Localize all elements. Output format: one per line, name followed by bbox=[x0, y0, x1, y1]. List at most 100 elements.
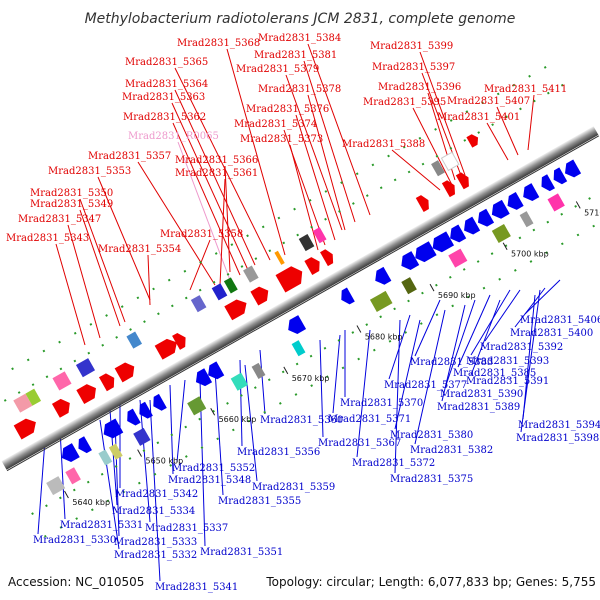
gene-label-reverse[interactable]: Mrad2831_5389 bbox=[437, 402, 520, 413]
gene-arrow bbox=[432, 231, 455, 253]
leader-line bbox=[332, 334, 341, 414]
accession-text: Accession: NC_010505 bbox=[8, 575, 144, 589]
gene-label-forward[interactable]: Mrad2831_5399 bbox=[370, 41, 453, 52]
gene-arrow bbox=[288, 315, 307, 334]
cog-block bbox=[187, 396, 207, 416]
gene-label-reverse[interactable]: Mrad2831_5355 bbox=[218, 496, 301, 507]
gene-label-reverse[interactable]: Mrad2831_5341 bbox=[155, 582, 238, 593]
leader-line bbox=[137, 161, 216, 286]
gene-label-reverse[interactable]: Mrad2831_5406 bbox=[520, 315, 600, 326]
gene-label-forward[interactable]: Mrad2831_5411 bbox=[484, 84, 567, 95]
reverse-dotted-guide bbox=[31, 178, 600, 516]
gene-label-forward[interactable]: Mrad2831_5362 bbox=[123, 112, 206, 123]
gene-label-forward[interactable]: Mrad2831_5407 bbox=[447, 96, 530, 107]
gene-label-forward[interactable]: Mrad2831_5350 bbox=[30, 188, 113, 199]
map-title: Methylobacterium radiotolerans JCM 2831,… bbox=[85, 11, 516, 27]
gene-label-reverse[interactable]: Mrad2831_5383 bbox=[410, 357, 493, 368]
kbp-tick bbox=[64, 490, 69, 499]
gene-label-reverse[interactable]: Mrad2831_5385 bbox=[453, 368, 536, 379]
gene-label-forward[interactable]: Mrad2831_5397 bbox=[372, 62, 455, 73]
gene-label-reverse[interactable]: Mrad2831_5367 bbox=[318, 438, 401, 449]
leader-line bbox=[149, 399, 161, 582]
gene-label-forward[interactable]: Mrad2831_5378 bbox=[258, 84, 341, 95]
cog-block bbox=[440, 151, 460, 172]
leader-line bbox=[214, 369, 224, 496]
gene-label-reverse[interactable]: Mrad2831_5337 bbox=[145, 523, 228, 534]
gene-label-reverse[interactable]: Mrad2831_5390 bbox=[440, 389, 523, 400]
gene-label-forward[interactable]: Mrad2831_5349 bbox=[30, 199, 113, 210]
gene-label-reverse[interactable]: Mrad2831_5331 bbox=[60, 520, 143, 531]
gene-label-reverse[interactable]: Mrad2831_5348 bbox=[168, 475, 251, 486]
gene-arrow bbox=[275, 266, 303, 293]
gene-label-reverse[interactable]: Mrad2831_5332 bbox=[114, 550, 197, 561]
gene-label-reverse[interactable]: Mrad2831_5352 bbox=[172, 463, 255, 474]
gene-label-forward[interactable]: Mrad2831_5388 bbox=[342, 139, 425, 150]
gene-label-forward[interactable]: Mrad2831_5363 bbox=[122, 92, 205, 103]
kbp-tick-label: 5670 kbp bbox=[292, 374, 330, 383]
gene-label-forward[interactable]: Mrad2831_5373 bbox=[240, 134, 323, 145]
gene-label-forward[interactable]: Mrad2831_5379 bbox=[236, 64, 319, 75]
leader-line bbox=[524, 279, 561, 315]
gene-label-reverse[interactable]: Mrad2831_5356 bbox=[237, 447, 320, 458]
cog-block bbox=[108, 443, 123, 460]
gene-label-reverse[interactable]: Mrad2831_5360 bbox=[260, 415, 343, 426]
gene-label-reverse[interactable]: Mrad2831_5398 bbox=[516, 433, 599, 444]
gene-label-forward[interactable]: Mrad2831_5361 bbox=[175, 168, 258, 179]
gene-label-reverse[interactable]: Mrad2831_5375 bbox=[390, 474, 473, 485]
gene-label-forward[interactable]: Mrad2831_5395 bbox=[363, 97, 446, 108]
cog-block bbox=[46, 476, 66, 496]
gene-label-forward[interactable]: Mrad2831_5401 bbox=[437, 112, 520, 123]
gene-label-forward[interactable]: Mrad2831_5384 bbox=[258, 33, 341, 44]
gene-arrow bbox=[304, 257, 320, 275]
gene-label-forward[interactable]: Mrad2831_5347 bbox=[18, 214, 101, 225]
gene-label-reverse[interactable]: Mrad2831_5400 bbox=[510, 328, 593, 339]
gene-label-forward[interactable]: Mrad2831_R0065 bbox=[128, 131, 219, 142]
reverse-strand-genes bbox=[61, 159, 582, 462]
gene-arrow bbox=[172, 332, 186, 350]
leader-lines bbox=[37, 43, 561, 582]
gene-label-reverse[interactable]: Mrad2831_5377 bbox=[384, 380, 467, 391]
gene-label-reverse[interactable]: Mrad2831_5391 bbox=[466, 376, 549, 387]
gene-label-reverse[interactable]: Mrad2831_5380 bbox=[390, 430, 473, 441]
gene-arrow bbox=[61, 443, 80, 462]
gene-label-reverse[interactable]: Mrad2831_5371 bbox=[328, 414, 411, 425]
gene-label-forward[interactable]: Mrad2831_5353 bbox=[48, 166, 131, 177]
gene-label-reverse[interactable]: Mrad2831_5382 bbox=[410, 445, 493, 456]
gene-label-forward[interactable]: Mrad2831_5343 bbox=[6, 233, 89, 244]
gene-label-forward[interactable]: Mrad2831_5376 bbox=[246, 104, 329, 115]
gene-arrow bbox=[415, 241, 437, 263]
cog-block bbox=[243, 265, 259, 283]
gene-label-reverse[interactable]: Mrad2831_5394 bbox=[518, 420, 600, 431]
gene-label-reverse[interactable]: Mrad2831_5372 bbox=[352, 458, 435, 469]
gene-label-forward[interactable]: Mrad2831_5368 bbox=[177, 38, 260, 49]
gene-arrow bbox=[464, 216, 481, 235]
cog-block bbox=[491, 223, 511, 244]
gene-label-reverse[interactable]: Mrad2831_5333 bbox=[114, 537, 197, 548]
gene-label-forward[interactable]: Mrad2831_5381 bbox=[254, 50, 337, 61]
gene-label-reverse[interactable]: Mrad2831_5342 bbox=[115, 489, 198, 500]
leader-line bbox=[174, 89, 256, 266]
gene-label-reverse[interactable]: Mrad2831_5334 bbox=[112, 506, 195, 517]
gene-label-reverse[interactable]: Mrad2831_5330 bbox=[33, 535, 116, 546]
gene-label-forward[interactable]: Mrad2831_5357 bbox=[88, 151, 171, 162]
cog-blocks-forward bbox=[13, 151, 460, 413]
gene-label-reverse[interactable]: Mrad2831_5359 bbox=[252, 482, 335, 493]
gene-label-reverse[interactable]: Mrad2831_5370 bbox=[340, 398, 423, 409]
gene-label-reverse[interactable]: Mrad2831_5393 bbox=[466, 356, 549, 367]
gene-label-forward[interactable]: Mrad2831_5374 bbox=[234, 119, 317, 130]
kbp-scale bbox=[64, 201, 581, 499]
gene-arrow bbox=[154, 338, 177, 360]
gene-arrow bbox=[98, 373, 115, 392]
leader-line bbox=[412, 107, 453, 186]
cog-block bbox=[274, 250, 285, 265]
gene-label-reverse[interactable]: Mrad2831_5351 bbox=[200, 547, 283, 558]
leader-line bbox=[356, 329, 371, 458]
leader-line bbox=[520, 289, 541, 433]
gene-label-forward[interactable]: Mrad2831_5396 bbox=[378, 82, 461, 93]
gene-label-forward[interactable]: Mrad2831_5364 bbox=[125, 79, 208, 90]
gene-label-reverse[interactable]: Mrad2831_5392 bbox=[480, 342, 563, 353]
gene-label-forward[interactable]: Mrad2831_5354 bbox=[98, 244, 181, 255]
gene-label-forward[interactable]: Mrad2831_5365 bbox=[125, 57, 208, 68]
gene-label-forward[interactable]: Mrad2831_5366 bbox=[175, 155, 258, 166]
gene-label-forward[interactable]: Mrad2831_5358 bbox=[160, 229, 243, 240]
